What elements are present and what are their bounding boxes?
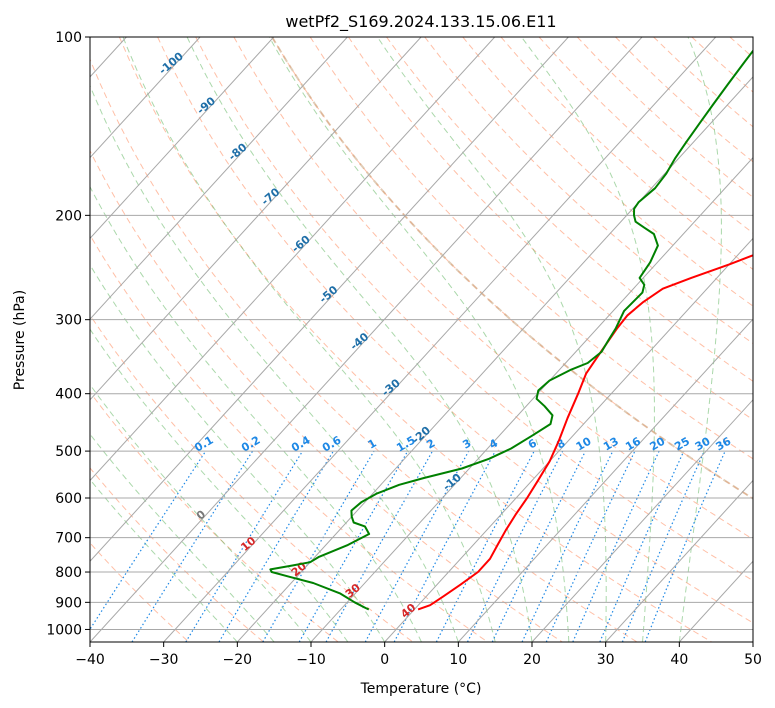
y-tick-label: 100 xyxy=(55,30,82,46)
x-tick-label: 0 xyxy=(380,652,389,668)
mixing-ratio-line xyxy=(131,450,254,642)
x-tick-label: 40 xyxy=(670,652,688,668)
isotherm-line xyxy=(605,479,753,642)
mixing-ratio-line xyxy=(572,450,660,642)
mixing-ratio-line xyxy=(621,450,705,642)
moist-adiabat xyxy=(268,37,570,642)
mixing-ratio-line xyxy=(325,450,434,642)
y-tick-label: 900 xyxy=(55,595,82,611)
moist-adiabat xyxy=(186,37,533,642)
isotherm-line xyxy=(90,37,348,320)
y-axis-title: Pressure (hPa) xyxy=(12,290,28,390)
mixing-ratio-line xyxy=(185,450,304,642)
mixing-ratio-line xyxy=(599,450,685,642)
y-tick-label: 700 xyxy=(55,531,82,547)
isotherm-line xyxy=(90,37,643,642)
plot-frame xyxy=(89,36,754,643)
dry-adiabat xyxy=(157,37,753,624)
dewpoint-line xyxy=(269,49,753,611)
x-tick-label: −10 xyxy=(296,652,326,668)
moist-adiabat xyxy=(90,328,349,642)
y-tick-label: 500 xyxy=(55,444,82,460)
isotherm-line xyxy=(457,318,753,642)
x-tick-label: 30 xyxy=(597,652,615,668)
isotherm-line xyxy=(310,156,753,642)
chart-title: wetPf2_S169.2024.133.15.06.E11 xyxy=(285,12,556,32)
tall-adiabat xyxy=(271,37,753,500)
x-tick-label: 20 xyxy=(523,652,541,668)
isotherm-line xyxy=(90,37,275,240)
x-axis-title: Temperature (°C) xyxy=(360,681,482,697)
moist-adiabat xyxy=(678,37,722,642)
background-lines xyxy=(90,37,753,642)
x-tick-label: −40 xyxy=(75,652,105,668)
isotherm-line xyxy=(90,37,569,563)
temperature-line xyxy=(417,254,753,611)
y-tick-label: 400 xyxy=(55,387,82,403)
moist-adiabat xyxy=(122,37,496,642)
profile-lines xyxy=(269,49,753,611)
isotherm-labels: 0.1 0.2 0.4 0.6 1 1.5 2 3 4 6 8 10 13 16 20 25 30 36-100-… xyxy=(156,49,733,620)
y-tick-label: 200 xyxy=(55,208,82,224)
moist-adiabat xyxy=(90,185,422,642)
isotherm-line xyxy=(531,399,753,642)
isotherm-line xyxy=(90,37,201,159)
isotherm-line xyxy=(163,37,717,642)
axis-ticks: −40 −30 −20 −10 0 10 20 30 40 50 1000 900 800 700 600 5… xyxy=(46,30,762,668)
moist-adiabat xyxy=(90,263,386,642)
moist-adiabat xyxy=(521,37,655,642)
x-tick-label: −30 xyxy=(149,652,179,668)
dry-adiabat xyxy=(90,149,563,642)
dry-adiabat xyxy=(309,37,753,460)
dry-adiabat xyxy=(195,37,753,582)
y-tick-label: 1000 xyxy=(46,622,82,638)
mixing-ratio-line xyxy=(393,450,496,642)
mixing-ratio-line xyxy=(90,450,207,631)
moist-adiabat xyxy=(376,37,607,642)
dry-adiabat xyxy=(90,234,488,642)
isotherm-line xyxy=(90,37,422,401)
mixing-ratio-line xyxy=(364,450,470,642)
dry-adiabat xyxy=(233,37,753,540)
y-tick-label: 800 xyxy=(55,565,82,581)
dry-adiabat xyxy=(90,467,264,642)
isotherm-line xyxy=(236,76,753,642)
moist-adiabat xyxy=(90,84,459,642)
isotherm-line xyxy=(384,237,753,642)
x-tick-label: 50 xyxy=(744,652,762,668)
dry-adiabat xyxy=(347,37,753,421)
y-tick-label: 600 xyxy=(55,491,82,507)
x-tick-label: 10 xyxy=(449,652,467,668)
isotherm-line xyxy=(90,37,496,482)
mixing-ratio-line xyxy=(466,450,564,642)
x-tick-label: −20 xyxy=(223,652,253,668)
y-tick-label: 300 xyxy=(55,313,82,329)
dry-adiabat xyxy=(90,58,638,642)
dry-adiabat xyxy=(462,37,753,307)
